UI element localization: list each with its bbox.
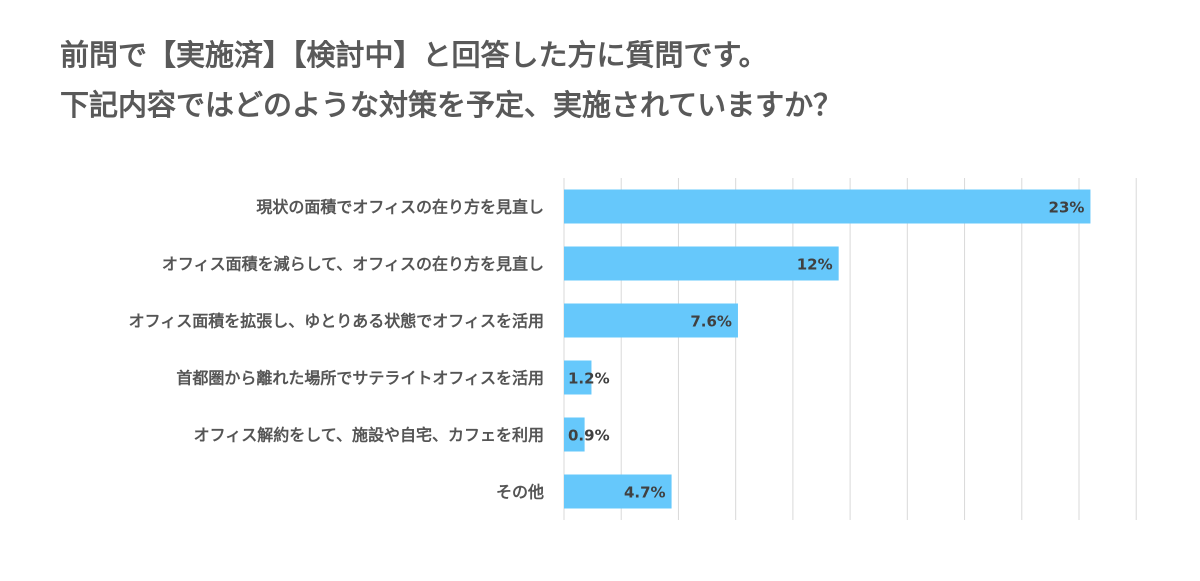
category-label: 首都圏から離れた場所でサテライトオフィスを活用 bbox=[176, 369, 544, 388]
bar bbox=[564, 303, 738, 338]
category-label: オフィス解約をして、施設や自宅、カフェを利用 bbox=[194, 426, 544, 445]
category-label: その他 bbox=[496, 483, 544, 502]
bar bbox=[564, 417, 585, 452]
category-label: オフィス面積を拡張し、ゆとりある状態でオフィスを活用 bbox=[129, 312, 544, 331]
category-label: オフィス面積を減らして、オフィスの在り方を見直し bbox=[162, 255, 544, 274]
data-label: 0.9% bbox=[568, 427, 610, 445]
data-label: 7.6% bbox=[690, 313, 732, 331]
bar bbox=[564, 246, 839, 281]
bar bbox=[564, 474, 672, 509]
chart-title: 前問で【実施済】【検討中】と回答した方に質問です。 下記内容ではどのような対策を… bbox=[60, 30, 842, 130]
data-label: 23% bbox=[1049, 199, 1085, 217]
bar bbox=[564, 360, 592, 395]
title-line-1: 前問で【実施済】【検討中】と回答した方に質問です。 bbox=[60, 38, 768, 72]
data-label: 1.2% bbox=[568, 370, 610, 388]
title-line-2: 下記内容ではどのような対策を予定、実施されていますか？ bbox=[60, 88, 843, 122]
category-label: 現状の面積でオフィスの在り方を見直し bbox=[256, 198, 544, 217]
data-label: 12% bbox=[797, 256, 833, 274]
data-label: 4.7% bbox=[624, 484, 666, 502]
bar bbox=[564, 189, 1091, 224]
